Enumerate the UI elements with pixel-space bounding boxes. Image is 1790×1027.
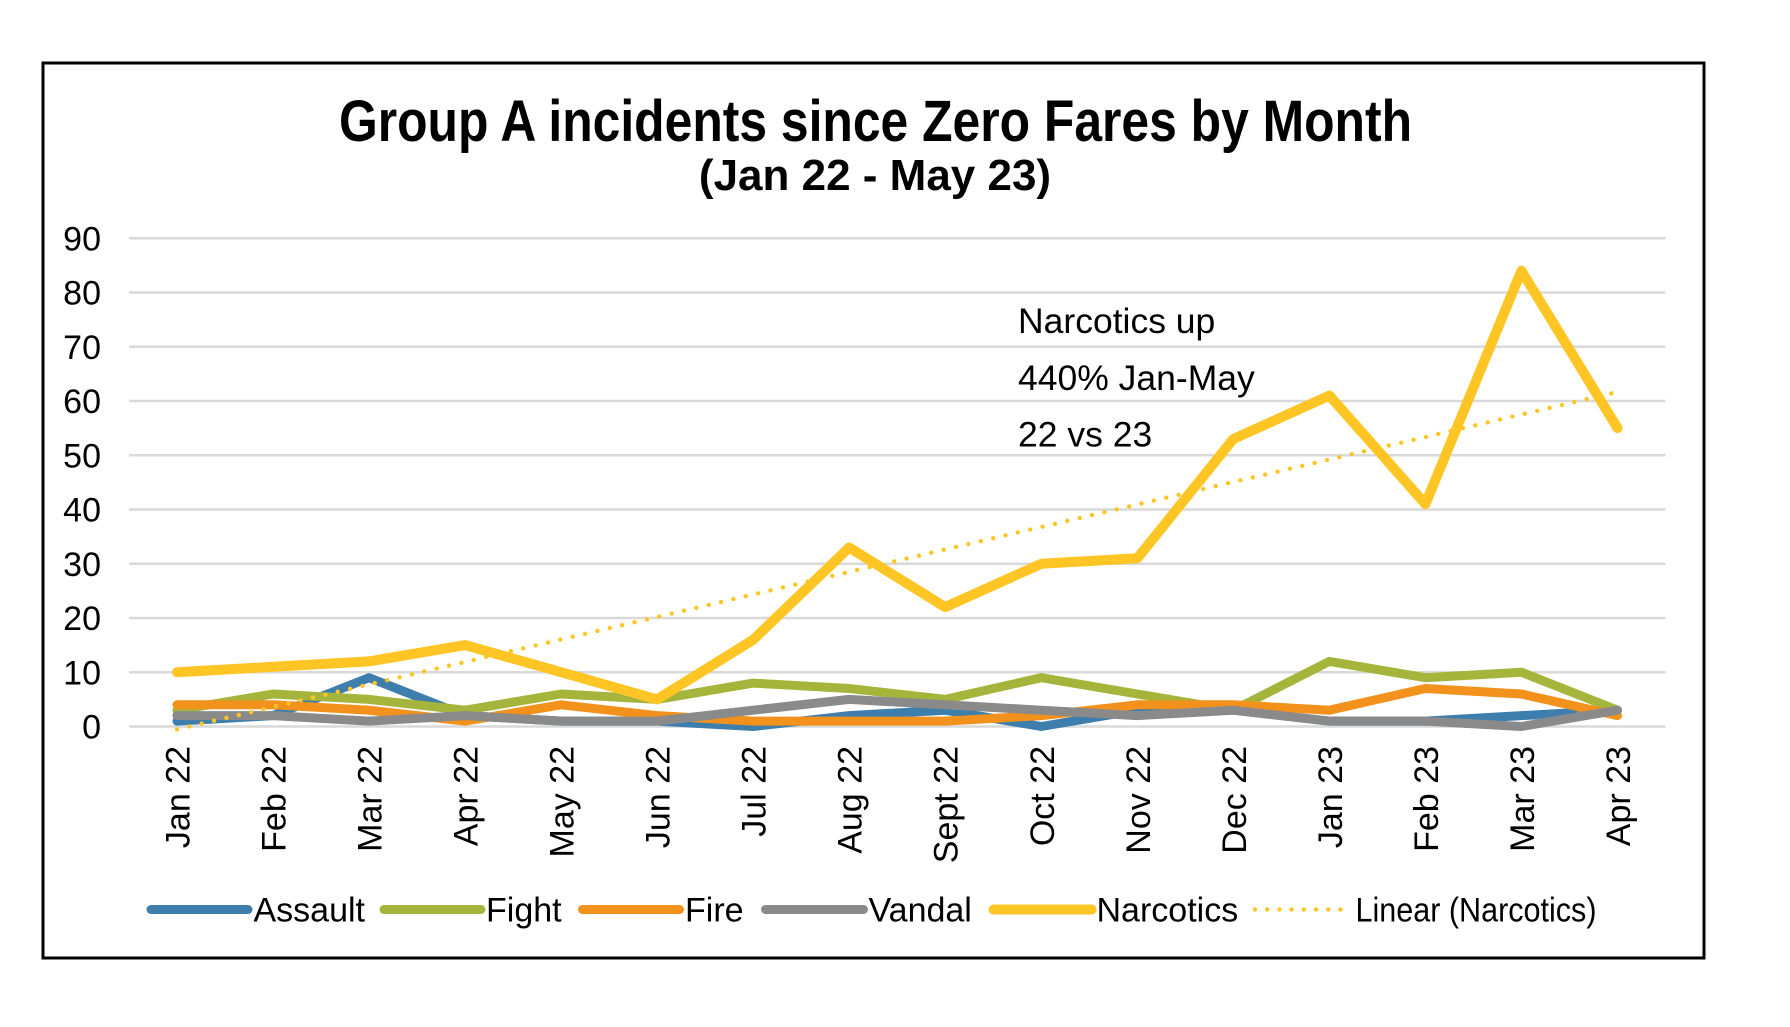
svg-text:60: 60 — [63, 383, 101, 421]
svg-text:Feb 23: Feb 23 — [1408, 746, 1446, 852]
svg-text:Group A incidents since Zero F: Group A incidents since Zero Fares by Mo… — [339, 89, 1412, 154]
svg-text:20: 20 — [63, 600, 101, 638]
svg-text:May 22: May 22 — [544, 746, 582, 858]
svg-text:22 vs 23: 22 vs 23 — [1018, 415, 1152, 455]
svg-text:Feb 22: Feb 22 — [256, 746, 294, 852]
svg-text:Apr 23: Apr 23 — [1600, 746, 1638, 846]
svg-text:Jan 22: Jan 22 — [160, 746, 198, 848]
svg-text:Vandal: Vandal — [869, 892, 972, 930]
svg-text:Aug 22: Aug 22 — [832, 746, 870, 854]
svg-text:70: 70 — [63, 329, 101, 367]
svg-text:Mar 22: Mar 22 — [352, 746, 390, 852]
svg-text:0: 0 — [82, 709, 101, 747]
svg-text:440% Jan-May: 440% Jan-May — [1018, 358, 1255, 398]
svg-text:90: 90 — [63, 220, 101, 258]
svg-text:Jun 22: Jun 22 — [640, 746, 678, 848]
svg-text:Apr 22: Apr 22 — [448, 746, 486, 846]
svg-text:Linear (Narcotics): Linear (Narcotics) — [1356, 892, 1597, 930]
svg-text:50: 50 — [63, 437, 101, 475]
svg-text:Narcotics: Narcotics — [1097, 892, 1239, 930]
svg-text:Oct 22: Oct 22 — [1024, 746, 1062, 846]
svg-text:Nov 22: Nov 22 — [1120, 746, 1158, 854]
svg-text:Fight: Fight — [486, 892, 562, 930]
svg-text:(Jan 22 - May 23): (Jan 22 - May 23) — [699, 151, 1051, 200]
svg-text:Dec 22: Dec 22 — [1216, 746, 1254, 854]
svg-text:80: 80 — [63, 275, 101, 313]
svg-text:Mar 23: Mar 23 — [1504, 746, 1542, 852]
svg-text:10: 10 — [63, 654, 101, 692]
svg-text:Fire: Fire — [685, 892, 744, 930]
svg-text:Jan 23: Jan 23 — [1312, 746, 1350, 848]
svg-text:Narcotics up: Narcotics up — [1018, 301, 1215, 341]
svg-text:Jul 22: Jul 22 — [736, 746, 774, 837]
svg-text:Sept 22: Sept 22 — [928, 746, 966, 863]
svg-text:40: 40 — [63, 492, 101, 530]
svg-text:Assault: Assault — [254, 892, 366, 930]
svg-text:30: 30 — [63, 546, 101, 584]
